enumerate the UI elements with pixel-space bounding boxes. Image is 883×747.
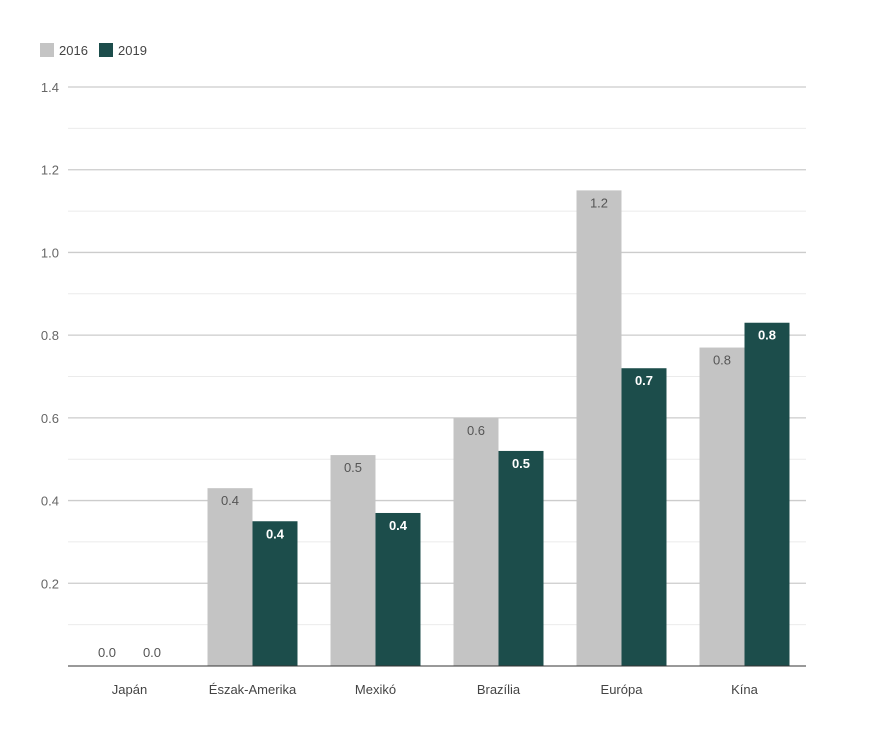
gridlines	[68, 86, 806, 626]
bar-2016-5	[699, 347, 745, 666]
y-tick-label: 1.4	[41, 80, 59, 95]
bar-2016-3	[453, 417, 499, 666]
y-axis: 0.2 0.4 0.6 0.8 1.0 1.2 1.4	[41, 80, 59, 591]
y-tick-label: 0.2	[41, 576, 59, 591]
x-axis: Japán Észak-Amerika Mexikó Brazília Európa Kí…	[68, 665, 806, 697]
bars	[207, 190, 790, 666]
data-label-2019-1: 0.4	[266, 526, 285, 541]
bar-2016-4	[576, 190, 622, 666]
x-tick-label: Mexikó	[355, 682, 396, 697]
legend-swatch-2016	[40, 43, 54, 57]
x-tick-label: Brazília	[477, 682, 521, 697]
chart-legend: 2016 2019	[40, 43, 147, 58]
x-tick-label: Európa	[601, 682, 644, 697]
y-tick-label: 1.2	[41, 163, 59, 178]
legend-label-2019: 2019	[118, 43, 147, 58]
data-label-2019-2: 0.4	[389, 518, 408, 533]
legend-swatch-2019	[99, 43, 113, 57]
data-label-2016-3: 0.6	[467, 423, 485, 438]
data-label-2019-5: 0.8	[758, 328, 776, 343]
data-label-2019-0: 0.0	[143, 645, 161, 660]
bar-2019-5	[744, 322, 790, 666]
data-label-2016-5: 0.8	[713, 353, 731, 368]
y-tick-label: 0.4	[41, 494, 59, 509]
bar-labels: 0.0 0.0 0.4 0.4 0.5 0.4 0.6 0.5 1.2 0.7 0.8 0.8	[98, 195, 776, 660]
data-label-2016-4: 1.2	[590, 195, 608, 210]
bar-2016-1	[207, 488, 253, 666]
data-label-2016-2: 0.5	[344, 460, 362, 475]
bar-2019-1	[252, 521, 298, 666]
data-label-2019-4: 0.7	[635, 373, 653, 388]
y-tick-label: 1.0	[41, 245, 59, 260]
bar-2019-2	[375, 512, 421, 666]
bar-2019-3	[498, 450, 544, 666]
x-tick-label: Észak-Amerika	[209, 682, 297, 697]
legend-label-2016: 2016	[59, 43, 88, 58]
x-tick-label: Japán	[112, 682, 147, 697]
bar-2019-4	[621, 368, 667, 666]
y-tick-label: 0.6	[41, 411, 59, 426]
data-label-2019-3: 0.5	[512, 456, 530, 471]
x-tick-label: Kína	[731, 682, 759, 697]
data-label-2016-0: 0.0	[98, 645, 116, 660]
data-label-2016-1: 0.4	[221, 493, 239, 508]
y-tick-label: 0.8	[41, 328, 59, 343]
bar-2016-2	[330, 455, 376, 666]
